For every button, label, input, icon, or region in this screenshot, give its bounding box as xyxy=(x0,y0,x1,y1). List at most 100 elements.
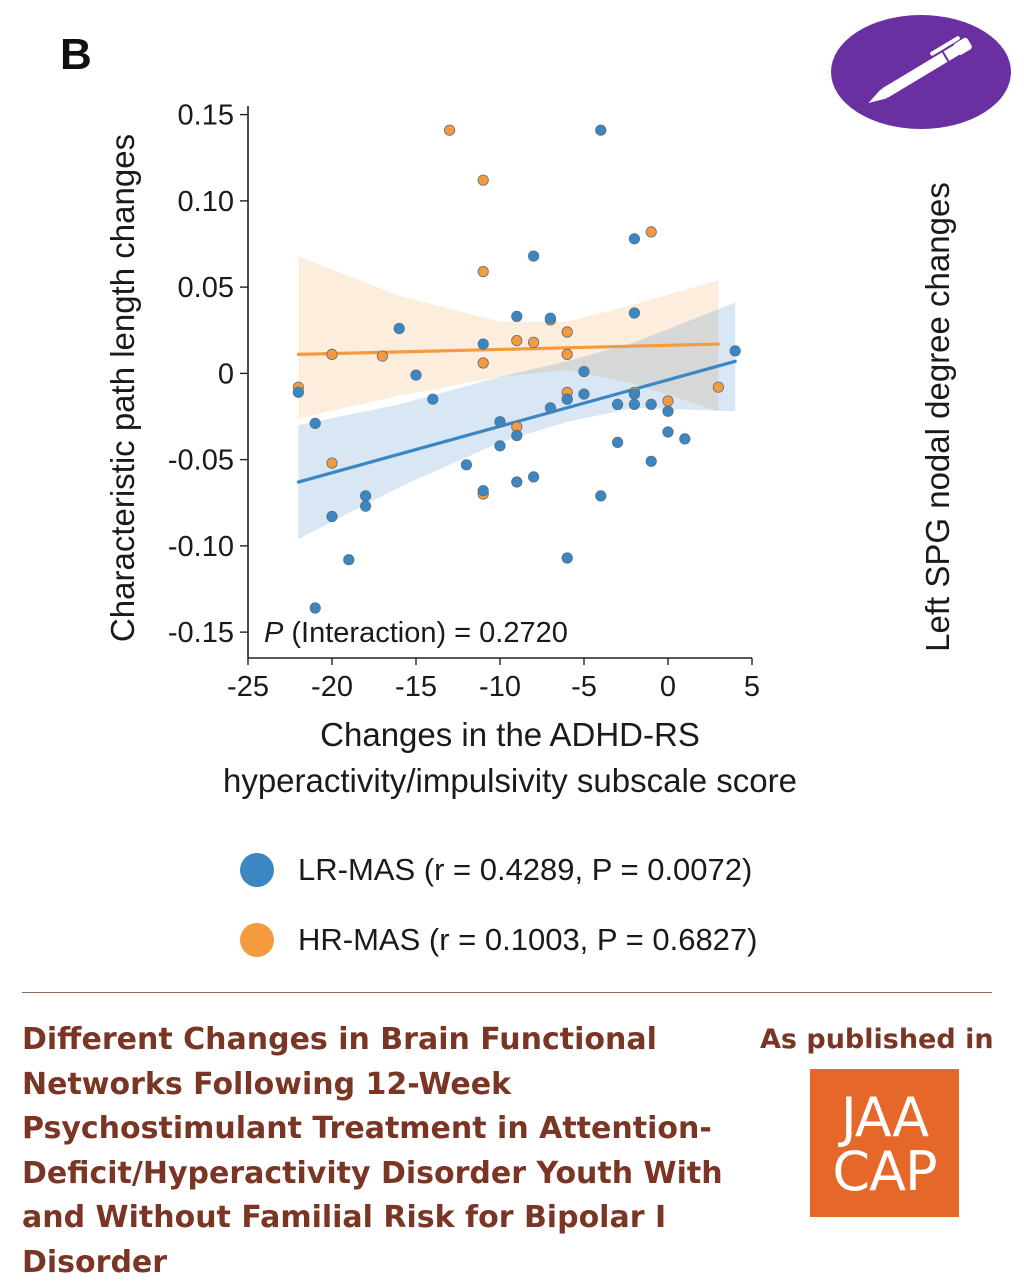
data-point-hr-mas xyxy=(712,381,725,393)
confidence-band-hr-mas xyxy=(298,256,719,419)
data-point-lr-mas xyxy=(359,490,372,502)
data-point-lr-mas xyxy=(595,490,607,502)
data-point-lr-mas xyxy=(611,436,624,448)
pen-body xyxy=(881,45,960,98)
data-point-lr-mas xyxy=(628,307,641,319)
legend-item-lr-mas: LR-MAS (r = 0.4289, P = 0.0072) xyxy=(240,848,752,892)
x-tick-label: -10 xyxy=(479,671,521,703)
legend-marker-lr-mas xyxy=(240,853,274,887)
x-axis-label-line-1: Changes in the ADHD-RS xyxy=(320,716,700,753)
data-point-hr-mas xyxy=(376,350,388,362)
y-axis-label: Characteristic path length changes xyxy=(104,134,141,642)
data-point-lr-mas xyxy=(679,433,691,445)
data-point-lr-mas xyxy=(427,393,439,405)
pen-band xyxy=(941,51,950,62)
data-point-lr-mas xyxy=(662,405,674,417)
y-tick-label: 0 xyxy=(218,358,234,390)
published-in-label: As published in xyxy=(760,1024,994,1055)
pen-icon xyxy=(831,15,1011,129)
data-point-lr-mas xyxy=(309,417,321,429)
data-point-lr-mas xyxy=(477,485,489,497)
x-tick-label: -5 xyxy=(571,671,597,703)
data-point-lr-mas xyxy=(477,338,489,350)
data-point-hr-mas xyxy=(477,357,489,369)
y-tick-label: 0.10 xyxy=(178,186,234,218)
data-point-lr-mas xyxy=(662,426,674,438)
data-point-lr-mas xyxy=(359,500,372,512)
scatter-chart: 0.15 0.10 0.05 0 -0.05 -0.10 -0.15 -25 -20 -15 -10… xyxy=(104,100,760,703)
x-tick-label: 5 xyxy=(744,671,760,703)
data-point-lr-mas xyxy=(645,398,657,410)
data-point-lr-mas xyxy=(729,345,741,357)
right-axis-label: Left SPG nodal degree changes xyxy=(919,182,956,652)
data-point-lr-mas xyxy=(494,440,506,452)
legend-label-lr-mas: LR-MAS (r = 0.4289, P = 0.0072) xyxy=(298,852,753,887)
data-point-lr-mas xyxy=(309,602,321,614)
data-point-lr-mas xyxy=(578,388,590,400)
data-point-lr-mas xyxy=(410,369,422,381)
y-tick-label: -0.15 xyxy=(168,617,234,649)
scatter-points xyxy=(292,124,741,614)
journal-logo-line-2: CAP xyxy=(832,1140,937,1203)
journal-logo: JAA CAP xyxy=(810,1069,959,1217)
y-tick-label: -0.05 xyxy=(168,445,234,477)
data-point-lr-mas xyxy=(645,455,657,467)
journal-logo-line-1: JAA xyxy=(840,1086,929,1149)
x-tick-label: -20 xyxy=(311,671,353,703)
data-point-lr-mas xyxy=(628,233,641,245)
data-point-lr-mas xyxy=(460,459,472,471)
data-point-lr-mas xyxy=(527,250,540,262)
y-tick-label: 0.15 xyxy=(178,100,234,132)
data-point-lr-mas xyxy=(511,310,523,322)
data-point-hr-mas xyxy=(477,265,489,278)
article-title: Different Changes in Brain Functional Ne… xyxy=(22,1022,723,1280)
data-point-lr-mas xyxy=(561,393,573,405)
data-point-hr-mas xyxy=(561,348,573,360)
x-axis-label: Changes in the ADHD-RS hyperactivity/imp… xyxy=(150,712,870,804)
y-tick-label: -0.10 xyxy=(168,531,234,563)
axes: 0.15 0.10 0.05 0 -0.05 -0.10 -0.15 -25 -20 -15 -10… xyxy=(168,100,760,703)
x-tick-label: -15 xyxy=(395,671,437,703)
data-point-hr-mas xyxy=(477,174,489,186)
data-point-hr-mas xyxy=(443,124,456,136)
data-point-lr-mas xyxy=(578,365,590,378)
y-tick-label: 0.05 xyxy=(178,272,234,304)
x-tick-label: -25 xyxy=(227,671,269,703)
pen-clip xyxy=(930,36,960,56)
data-point-lr-mas xyxy=(628,388,641,400)
fit-line-hr-mas xyxy=(296,342,721,356)
data-point-hr-mas xyxy=(662,395,674,407)
data-point-hr-mas xyxy=(527,336,540,348)
data-point-hr-mas xyxy=(326,457,338,469)
interaction-p-value: P (Interaction) = 0.2720 xyxy=(264,617,568,649)
data-point-lr-mas xyxy=(393,322,405,335)
pen-cap xyxy=(953,37,972,55)
legend-label-hr-mas: HR-MAS (r = 0.1003, P = 0.6827) xyxy=(298,922,758,957)
data-point-hr-mas xyxy=(645,226,657,238)
panel-letter: B xyxy=(60,30,92,79)
interaction-annotation: P (Interaction) = 0.2720 xyxy=(264,617,568,649)
divider xyxy=(22,992,992,993)
data-point-lr-mas xyxy=(326,510,338,523)
data-point-lr-mas xyxy=(544,312,557,324)
data-point-lr-mas xyxy=(544,402,557,414)
data-point-lr-mas xyxy=(343,554,355,566)
pen-tip xyxy=(868,89,887,103)
legend-item-hr-mas: HR-MAS (r = 0.1003, P = 0.6827) xyxy=(240,918,758,962)
data-point-lr-mas xyxy=(494,416,506,428)
interaction-p-symbol: P xyxy=(264,617,284,649)
data-point-hr-mas xyxy=(561,326,573,338)
data-point-hr-mas xyxy=(326,348,338,360)
data-point-lr-mas xyxy=(511,429,523,442)
data-point-lr-mas xyxy=(628,398,641,410)
x-tick-label: 0 xyxy=(660,671,676,703)
legend-marker-hr-mas xyxy=(240,923,274,957)
data-point-lr-mas xyxy=(561,552,573,564)
data-point-lr-mas xyxy=(292,386,304,398)
data-point-lr-mas xyxy=(527,471,540,483)
data-point-lr-mas xyxy=(595,124,607,136)
data-point-lr-mas xyxy=(511,476,523,488)
x-axis-label-line-2: hyperactivity/impulsivity subscale score xyxy=(222,762,798,799)
data-point-lr-mas xyxy=(611,398,624,410)
data-point-hr-mas xyxy=(511,334,523,347)
